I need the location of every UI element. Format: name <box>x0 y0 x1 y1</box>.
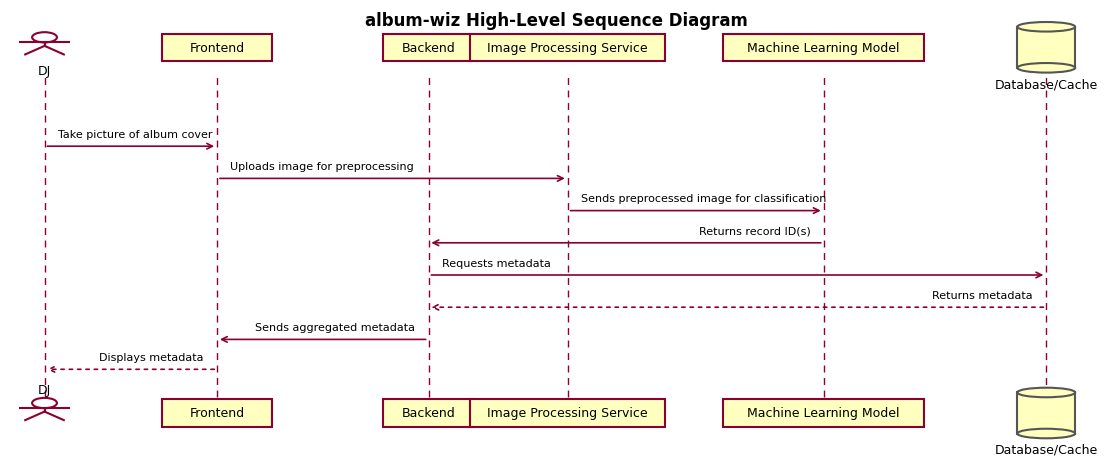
Text: DJ: DJ <box>38 384 51 397</box>
Text: Displays metadata: Displays metadata <box>99 352 204 362</box>
Text: Sends preprocessed image for classification: Sends preprocessed image for classificat… <box>581 194 826 204</box>
Text: Database/Cache: Database/Cache <box>995 78 1097 91</box>
FancyBboxPatch shape <box>723 399 924 427</box>
FancyBboxPatch shape <box>383 34 474 62</box>
Ellipse shape <box>1017 23 1075 33</box>
Ellipse shape <box>1017 388 1075 397</box>
Text: Machine Learning Model: Machine Learning Model <box>747 407 900 420</box>
Text: Backend: Backend <box>402 42 455 55</box>
Text: Sends aggregated metadata: Sends aggregated metadata <box>255 322 415 332</box>
FancyBboxPatch shape <box>162 34 272 62</box>
Ellipse shape <box>1017 429 1075 438</box>
Text: Machine Learning Model: Machine Learning Model <box>747 42 900 55</box>
FancyBboxPatch shape <box>723 34 924 62</box>
Text: Take picture of album cover: Take picture of album cover <box>58 129 213 140</box>
Text: Uploads image for preprocessing: Uploads image for preprocessing <box>230 162 414 172</box>
Text: Returns metadata: Returns metadata <box>933 290 1033 300</box>
Text: Image Processing Service: Image Processing Service <box>487 42 648 55</box>
Ellipse shape <box>1017 64 1075 73</box>
Text: album-wiz High-Level Sequence Diagram: album-wiz High-Level Sequence Diagram <box>365 11 748 29</box>
FancyBboxPatch shape <box>383 399 474 427</box>
FancyBboxPatch shape <box>471 34 664 62</box>
Text: Backend: Backend <box>402 407 455 420</box>
Text: Image Processing Service: Image Processing Service <box>487 407 648 420</box>
Text: Frontend: Frontend <box>189 42 245 55</box>
Text: Frontend: Frontend <box>189 407 245 420</box>
Bar <box>1017 28 1075 69</box>
Text: Database/Cache: Database/Cache <box>995 443 1097 456</box>
FancyBboxPatch shape <box>162 399 272 427</box>
Text: Requests metadata: Requests metadata <box>442 258 551 268</box>
Text: DJ: DJ <box>38 65 51 78</box>
Text: Returns record ID(s): Returns record ID(s) <box>699 226 810 236</box>
FancyBboxPatch shape <box>471 399 664 427</box>
Bar <box>1017 392 1075 434</box>
